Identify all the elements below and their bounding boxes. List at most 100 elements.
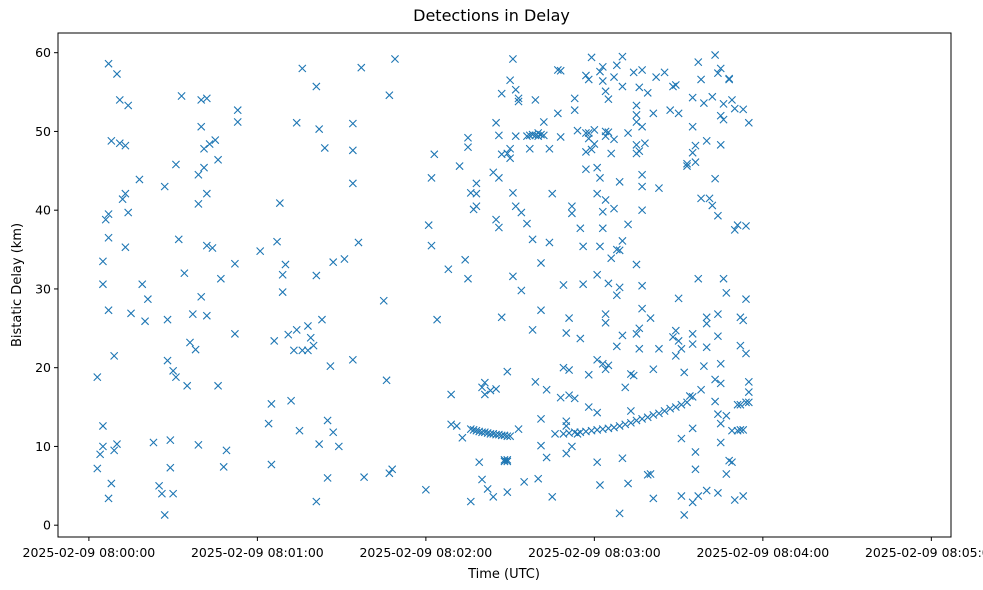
data-point — [615, 283, 624, 292]
data-point — [610, 423, 619, 432]
data-point — [730, 495, 739, 504]
data-point — [587, 145, 596, 154]
data-point — [744, 388, 753, 397]
data-point — [127, 309, 136, 318]
data-point — [233, 106, 242, 115]
data-point — [211, 136, 220, 145]
data-point — [716, 419, 725, 428]
data-point — [194, 170, 203, 179]
data-point — [694, 492, 703, 501]
data-point — [503, 455, 512, 464]
data-point — [607, 254, 616, 263]
data-point — [702, 136, 711, 145]
data-point — [511, 85, 520, 94]
data-point — [329, 428, 338, 437]
data-point — [579, 242, 588, 251]
data-point — [141, 317, 150, 326]
data-point — [298, 64, 307, 73]
data-point — [475, 458, 484, 467]
data-point — [742, 349, 750, 358]
data-point — [716, 64, 725, 73]
data-point — [537, 414, 545, 423]
data-point — [107, 136, 116, 145]
data-point — [612, 342, 621, 351]
data-point — [348, 119, 357, 128]
data-point — [278, 288, 287, 297]
data-point — [537, 258, 545, 267]
x-tick-label: 2025-02-09 08:02:00 — [359, 545, 492, 560]
data-point — [464, 133, 472, 142]
data-point — [674, 109, 683, 118]
data-point — [666, 106, 675, 115]
data-point — [118, 195, 127, 204]
data-point — [601, 310, 610, 319]
data-point — [385, 469, 394, 478]
data-point — [632, 110, 641, 119]
data-point — [461, 255, 470, 264]
data-point — [618, 454, 627, 463]
x-tick-label: 2025-02-09 08:00:00 — [23, 545, 156, 560]
data-point — [638, 281, 647, 290]
data-point — [112, 440, 121, 449]
data-point — [506, 432, 515, 441]
data-point — [340, 255, 349, 264]
data-point — [736, 341, 745, 350]
data-point — [579, 280, 588, 289]
data-point — [660, 68, 669, 77]
data-point — [711, 174, 720, 183]
data-point — [312, 271, 321, 280]
data-point — [688, 122, 697, 131]
data-point — [730, 225, 739, 234]
y-tick-label: 0 — [43, 518, 51, 533]
data-point — [110, 446, 119, 455]
data-point — [169, 366, 178, 375]
data-point — [660, 407, 669, 415]
data-point — [214, 155, 223, 164]
data-point — [604, 361, 613, 370]
chart-title: Detections in Delay — [413, 6, 570, 25]
data-point — [593, 189, 602, 198]
data-point — [160, 182, 169, 191]
data-point — [278, 270, 287, 279]
data-point — [618, 236, 627, 245]
data-point — [638, 304, 647, 313]
data-point — [531, 95, 540, 104]
data-point — [551, 429, 560, 438]
data-point — [744, 377, 753, 386]
data-point — [497, 89, 506, 98]
data-point — [528, 235, 537, 244]
data-point — [638, 206, 647, 215]
data-point — [480, 390, 489, 399]
data-markers — [93, 51, 753, 519]
data-point — [478, 383, 487, 392]
data-point — [517, 286, 526, 295]
data-point — [711, 397, 720, 406]
data-point — [632, 260, 641, 269]
data-point — [638, 122, 647, 131]
data-point — [570, 106, 579, 115]
data-point — [593, 408, 602, 417]
data-point — [716, 359, 725, 368]
data-point — [191, 345, 200, 354]
data-point — [101, 215, 110, 224]
data-point — [677, 400, 686, 409]
data-point — [329, 258, 338, 267]
data-point — [104, 59, 113, 68]
data-point — [643, 413, 652, 422]
data-point — [733, 400, 742, 409]
data-point — [166, 436, 175, 445]
data-point — [725, 74, 734, 83]
data-point — [694, 58, 703, 67]
data-point — [382, 376, 391, 385]
data-point — [618, 82, 627, 91]
data-point — [612, 245, 621, 254]
plot-frame — [57, 32, 952, 538]
data-point — [567, 202, 576, 211]
data-point — [200, 144, 209, 153]
data-point — [632, 101, 641, 110]
data-point — [559, 363, 568, 372]
data-point — [110, 351, 119, 360]
data-point — [121, 243, 130, 252]
data-point — [722, 411, 731, 420]
data-point — [188, 310, 197, 319]
